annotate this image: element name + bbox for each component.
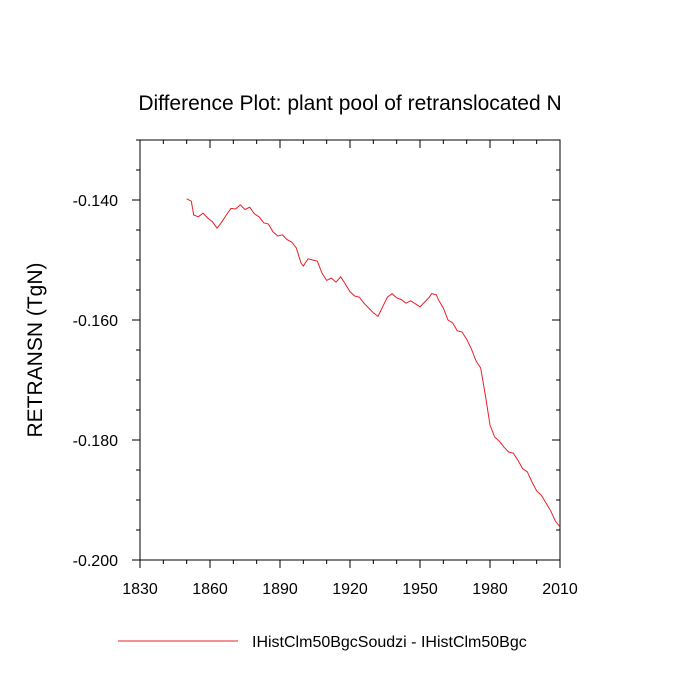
x-axis-tick-labels: 1830 1860 1890 1920 1950 1980 2010 (122, 581, 578, 598)
y-tick-label: -0.140 (73, 193, 118, 210)
plot-area (132, 139, 561, 568)
chart-title: Difference Plot: plant pool of retranslo… (138, 92, 561, 115)
x-tick-label: 1920 (332, 581, 368, 598)
plot-frame (139, 139, 561, 561)
y-tick-label: -0.180 (73, 433, 118, 450)
y-tick-label: -0.200 (73, 553, 118, 570)
series-line (186, 198, 561, 528)
axis-ticks (132, 139, 561, 568)
x-tick-label: 2010 (542, 581, 578, 598)
y-axis-label: RETRANSN (TgN) (24, 262, 47, 437)
legend: IHistClm50BgcSoudzi - IHistClm50Bgc (118, 634, 527, 651)
x-tick-label: 1950 (402, 581, 438, 598)
y-tick-label: -0.160 (73, 313, 118, 330)
legend-entry-label: IHistClm50BgcSoudzi - IHistClm50Bgc (252, 634, 527, 651)
x-tick-label: 1860 (192, 581, 228, 598)
x-tick-label: 1890 (262, 581, 298, 598)
y-axis-tick-labels: -0.200 -0.180 -0.160 -0.140 (73, 193, 118, 570)
x-tick-label: 1980 (472, 581, 508, 598)
x-tick-label: 1830 (122, 581, 158, 598)
